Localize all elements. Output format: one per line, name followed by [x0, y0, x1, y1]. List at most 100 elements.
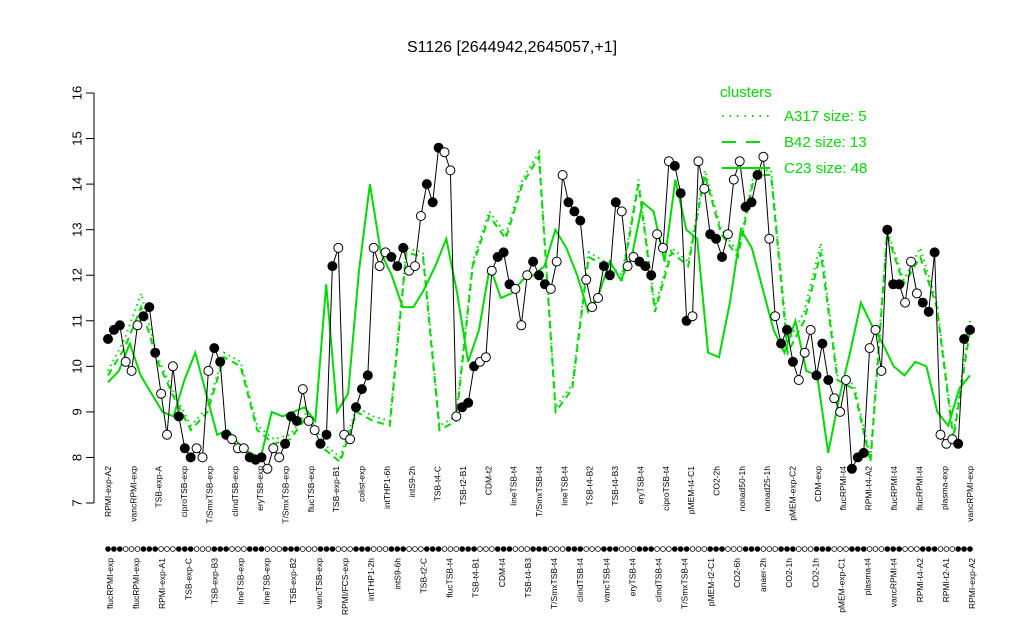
sample-point	[209, 343, 220, 354]
x-tick-label: TSB-t2-C	[419, 558, 429, 593]
sample-point	[610, 197, 621, 208]
sample-rug-mark	[111, 546, 117, 552]
sample-rug-mark	[370, 546, 377, 552]
sample-point	[132, 320, 143, 331]
sample-rug-mark	[229, 546, 235, 552]
sample-point	[197, 452, 208, 463]
sample-rug-mark	[689, 546, 696, 552]
sample-rug-mark	[618, 546, 625, 552]
x-tick-label: plasma-t4	[863, 558, 873, 596]
sample-point	[746, 197, 757, 208]
sample-rug-mark	[583, 546, 589, 552]
legend: clusters A317 size: 5 B42 size: 13 C23 siz…	[720, 84, 867, 177]
sample-rug-mark	[134, 546, 141, 552]
sample-rug-mark	[542, 546, 548, 552]
sample-rug-mark	[170, 546, 176, 552]
legend-label: A317 size: 5	[784, 108, 867, 125]
sample-point	[498, 247, 509, 258]
sample-point	[923, 306, 934, 317]
sample-rug-mark	[494, 546, 501, 552]
sample-point	[528, 256, 539, 267]
x-tick-label: flucRPMI-exp	[105, 558, 115, 609]
sample-point	[906, 256, 916, 267]
sample-rug-mark	[559, 546, 566, 552]
sample-point	[699, 183, 710, 194]
sample-rug-mark	[961, 546, 967, 552]
sample-rug-mark	[843, 546, 849, 552]
sample-rug-mark	[187, 546, 194, 552]
sample-point	[711, 233, 722, 244]
sample-point	[776, 338, 787, 349]
sample-rug-mark	[264, 546, 271, 552]
sample-point	[451, 411, 462, 422]
sample-point	[616, 206, 627, 217]
sample-point	[929, 247, 940, 258]
sample-point	[752, 170, 763, 180]
sample-rug-mark	[801, 546, 808, 552]
x-tick-label: TSB-t2-B1	[458, 466, 468, 506]
x-tick-label: flucRPMI-t4	[838, 466, 848, 511]
sample-rug-mark	[943, 546, 950, 552]
x-tick-label: TSB-exp-C	[183, 558, 193, 600]
sample-rug-mark	[530, 546, 536, 552]
sample-rug-mark	[784, 546, 790, 552]
y-tick-label: 16	[69, 86, 84, 100]
sample-point	[799, 347, 810, 358]
sample-rug-mark	[406, 546, 412, 552]
sample-rug-mark	[725, 546, 731, 552]
sample-rug-mark	[748, 546, 755, 552]
sample-point	[215, 356, 226, 367]
sample-point	[563, 197, 574, 208]
sample-point	[734, 156, 745, 167]
sample-point	[103, 334, 113, 344]
sample-point	[675, 188, 686, 199]
sample-rug-mark	[122, 546, 129, 552]
sample-rug-mark	[577, 546, 584, 552]
sample-point	[362, 370, 373, 381]
y-axis: 7 8 9 10 11 12 13 14 15 16	[69, 86, 95, 507]
x-tick-label: pMEM-exp-C2	[788, 466, 798, 521]
sample-rug-mark	[636, 546, 643, 552]
chart-title: S1126 [2644942,2645057,+1]	[407, 39, 617, 56]
sample-point	[959, 334, 970, 344]
sample-rug-mark	[140, 546, 147, 552]
x-tick-label: CO2-1h	[810, 558, 820, 588]
sample-point	[203, 365, 214, 376]
sample-point	[280, 438, 291, 449]
sample-rug-mark	[412, 546, 418, 552]
sample-point	[569, 206, 580, 217]
sample-rug-mark	[931, 546, 938, 552]
sample-point	[870, 324, 881, 335]
x-tick-label: eryTSB-t4	[627, 558, 637, 597]
x-tick-label: plasma-exp	[940, 466, 950, 510]
sample-rug-mark	[642, 546, 649, 552]
sample-point	[894, 279, 905, 290]
sample-rug-mark	[955, 546, 961, 552]
sample-rug-mark	[654, 546, 660, 552]
x-tick-label: clindTSB-exp	[230, 466, 240, 517]
y-tick-label: 12	[69, 268, 84, 282]
sample-point	[782, 324, 792, 335]
sample-rug-mark	[677, 546, 684, 552]
legend-label: B42 size: 13	[784, 134, 867, 151]
sample-rug-mark	[235, 546, 241, 552]
sample-point	[551, 256, 562, 267]
sample-rug-mark	[158, 546, 164, 552]
x-tick-label: TSB-t4-B2	[585, 466, 595, 506]
sample-rug-mark	[347, 546, 353, 552]
sample-point	[256, 452, 267, 463]
x-tick-label: clindTSB-t4	[654, 558, 664, 602]
sample-point	[587, 302, 598, 313]
sample-rug-mark	[914, 546, 920, 552]
sample-point	[398, 242, 409, 253]
x-tick-label: flucRPMI-exp	[131, 558, 141, 609]
sample-rug-mark	[683, 546, 690, 552]
x-tick-label: vancRPMI-t4	[889, 558, 899, 607]
sample-rug-mark	[447, 546, 454, 552]
sample-point	[764, 233, 775, 244]
sample-rug-mark	[182, 546, 188, 552]
sample-rug-mark	[217, 546, 224, 552]
sample-rug-mark	[164, 546, 170, 552]
sample-rug-mark	[701, 546, 708, 552]
sample-rug-mark	[246, 546, 253, 552]
